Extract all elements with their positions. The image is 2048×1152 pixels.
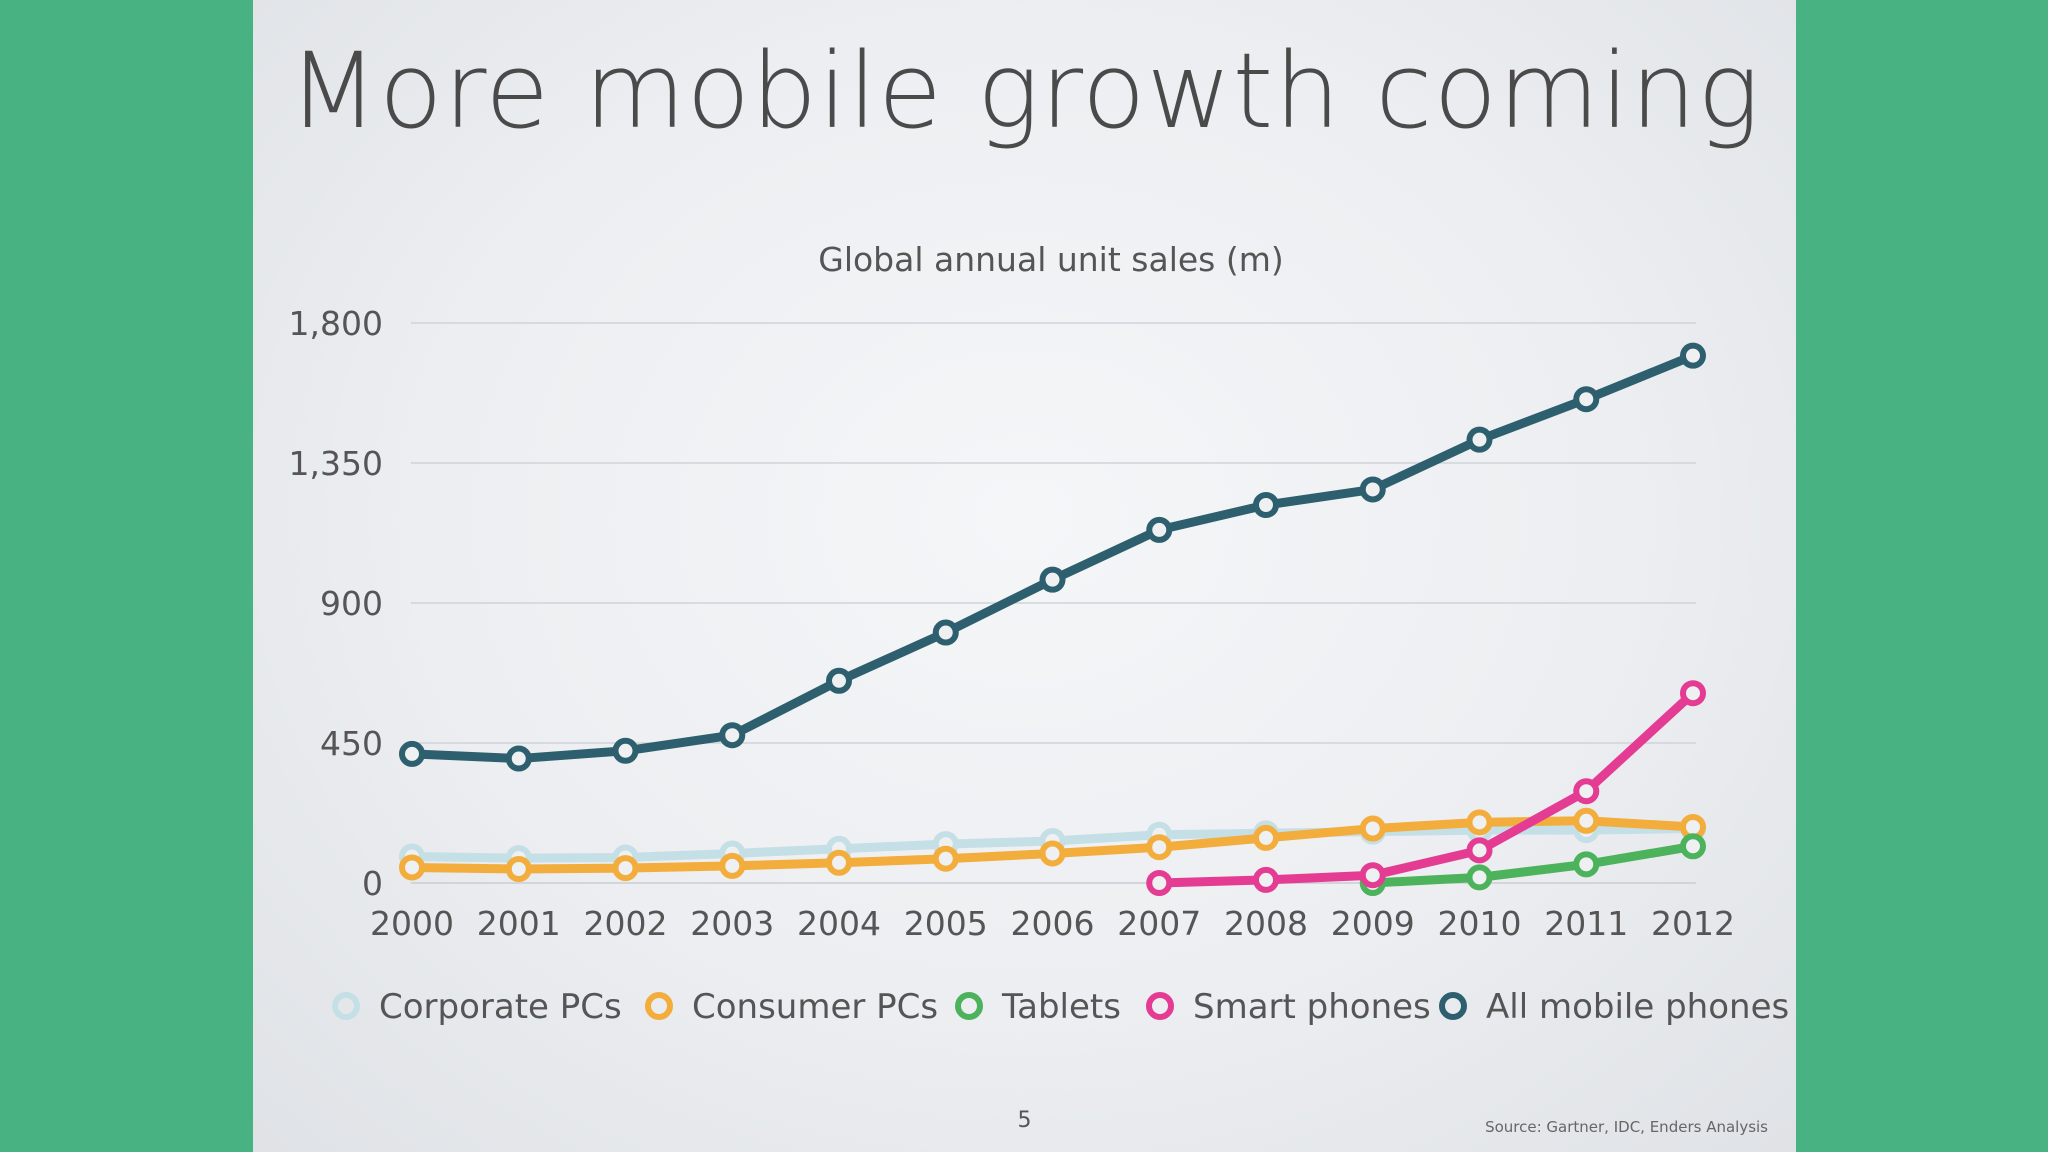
- slide: More mobile growth coming Global annual …: [253, 0, 1796, 1152]
- chart-title: Global annual unit sales (m): [818, 240, 1284, 279]
- x-tick-label-2009: 2009: [1331, 904, 1415, 943]
- x-tick-label-2004: 2004: [797, 904, 881, 943]
- data-point-all-mobile-phones-2010: [1466, 426, 1493, 453]
- data-point-consumer-pcs-2006: [1039, 840, 1066, 867]
- series-line-all-mobile-phones: [407, 351, 1698, 764]
- source-note: Source: Gartner, IDC, Enders Analysis: [1485, 1118, 1768, 1136]
- data-point-all-mobile-phones-2007: [1146, 516, 1173, 543]
- x-tick-label-2011: 2011: [1544, 904, 1628, 943]
- data-point-consumer-pcs-2007: [1146, 834, 1173, 861]
- legend-marker-all-mobile-phones: [1439, 992, 1467, 1020]
- series-line-smart-phones: [1154, 688, 1698, 888]
- data-point-all-mobile-phones-2002: [612, 737, 639, 764]
- x-tick-label-2002: 2002: [584, 904, 668, 943]
- data-point-all-mobile-phones-2009: [1359, 476, 1386, 503]
- data-point-all-mobile-phones-2000: [399, 740, 425, 767]
- y-tick-label-900: 900: [320, 584, 383, 623]
- y-tick-label-1350: 1,350: [289, 444, 383, 483]
- x-tick-label-2010: 2010: [1438, 904, 1522, 943]
- legend-marker-tablets: [955, 992, 983, 1020]
- legend-marker-corporate-pcs: [332, 992, 360, 1020]
- x-tick-label-2000: 2000: [370, 904, 454, 943]
- data-point-all-mobile-phones-2008: [1253, 492, 1279, 518]
- series-line-tablets: [1368, 841, 1698, 888]
- data-point-consumer-pcs-2008: [1253, 824, 1279, 851]
- y-tick-label-0: 0: [362, 864, 383, 903]
- data-point-tablets-2012: [1680, 833, 1706, 860]
- data-point-consumer-pcs-2011: [1573, 807, 1600, 834]
- data-point-consumer-pcs-2001: [505, 856, 532, 882]
- data-point-all-mobile-phones-2004: [826, 667, 852, 694]
- data-point-all-mobile-phones-2011: [1573, 386, 1600, 413]
- x-tick-label-2006: 2006: [1011, 904, 1095, 943]
- x-tick-label-2003: 2003: [690, 904, 774, 943]
- legend-marker-consumer-pcs: [645, 992, 673, 1020]
- data-point-tablets-2011: [1573, 851, 1600, 878]
- x-tick-label-2001: 2001: [477, 904, 561, 943]
- x-tick-label-2005: 2005: [904, 904, 988, 943]
- data-point-smart-phones-2011: [1573, 778, 1600, 805]
- legend-label-smart-phones: Smart phones: [1193, 987, 1431, 1027]
- x-tick-label-2008: 2008: [1224, 904, 1308, 943]
- slide-title: More mobile growth coming: [288, 30, 1761, 152]
- data-point-consumer-pcs-2009: [1359, 815, 1386, 842]
- data-point-consumer-pcs-2005: [932, 845, 959, 872]
- data-point-smart-phones-2007: [1146, 870, 1173, 896]
- legend-label-all-mobile-phones: All mobile phones: [1486, 987, 1789, 1027]
- legend-marker-smart-phones: [1146, 992, 1174, 1020]
- data-point-all-mobile-phones-2012: [1680, 342, 1706, 369]
- data-point-consumer-pcs-2000: [399, 854, 425, 881]
- data-point-tablets-2010: [1466, 864, 1493, 891]
- line-chart: Global annual unit sales (m) 0 450 900 1,350…: [289, 240, 1790, 1027]
- data-point-all-mobile-phones-2005: [932, 619, 959, 646]
- data-point-consumer-pcs-2002: [612, 855, 639, 882]
- data-point-smart-phones-2009: [1359, 862, 1386, 889]
- legend-label-corporate-pcs: Corporate PCs: [379, 987, 622, 1027]
- data-point-consumer-pcs-2003: [719, 852, 746, 879]
- page-number: 5: [1017, 1108, 1032, 1133]
- x-tick-label-2012: 2012: [1651, 904, 1735, 943]
- legend-label-consumer-pcs: Consumer PCs: [692, 987, 938, 1027]
- data-point-smart-phones-2010: [1466, 837, 1493, 864]
- y-tick-label-450: 450: [320, 724, 383, 763]
- y-tick-label-1800: 1,800: [289, 304, 383, 343]
- data-point-smart-phones-2012: [1680, 680, 1706, 707]
- data-point-all-mobile-phones-2006: [1039, 566, 1066, 593]
- data-point-consumer-pcs-2010: [1466, 809, 1493, 836]
- data-point-consumer-pcs-2004: [826, 849, 852, 876]
- data-point-smart-phones-2008: [1253, 866, 1279, 893]
- x-tick-label-2007: 2007: [1117, 904, 1201, 943]
- legend-label-tablets: Tablets: [1001, 987, 1121, 1027]
- data-point-all-mobile-phones-2003: [719, 722, 746, 749]
- data-point-all-mobile-phones-2001: [505, 745, 532, 772]
